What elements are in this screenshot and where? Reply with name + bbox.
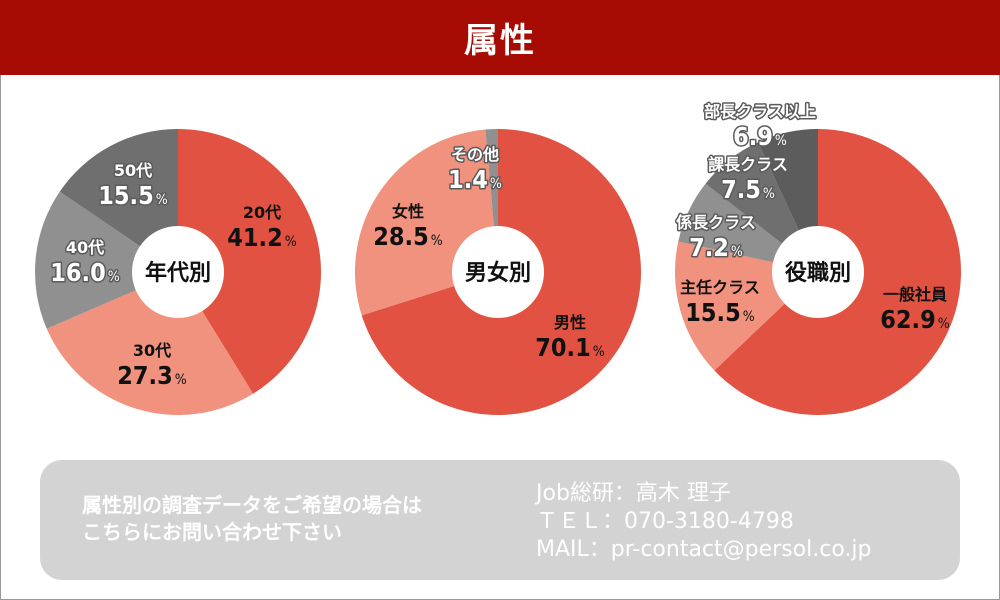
pie-hole-3 (772, 226, 864, 318)
contact-phone[interactable]: ＴＥＬ：070-3180-4798 (536, 509, 794, 534)
slice-name: 課長クラス (708, 155, 788, 174)
slice-value: 15.5% (685, 298, 755, 327)
slice-name: 男性 (554, 313, 586, 332)
slice-name: 女性 (392, 202, 424, 221)
page-title: 属性 (464, 21, 536, 61)
pie-slice-1-4 (59, 129, 178, 272)
pie-slice-1-3 (35, 191, 178, 329)
slice-name: 20代 (243, 203, 281, 222)
slice-name: 部長クラス以上 (704, 102, 816, 121)
slice-name: 主任クラス (680, 278, 760, 297)
contact-details: Job総研：高木 理子 ＴＥＬ：070-3180-4798 MAIL：pr-co… (536, 480, 871, 564)
slice-value: 62.9% (880, 305, 950, 334)
contact-request: 属性別の調査データをご希望の場合は こちらにお問い合わせ下さい (82, 492, 422, 546)
pie-hole-1 (132, 226, 224, 318)
pie-center-label-1: 年代別 (145, 260, 211, 286)
pie-hole-2 (452, 226, 544, 318)
contact-request-line-2: こちらにお問い合わせ下さい (82, 520, 342, 544)
pie-center-label-2: 男女別 (465, 260, 531, 286)
slice-name: 係長クラス (676, 213, 756, 232)
slice-name: その他 (451, 145, 499, 164)
slice-name: 40代 (66, 238, 104, 257)
contact-name: Job総研：高木 理子 (536, 481, 731, 506)
slice-name: 一般社員 (883, 285, 947, 304)
pie-center-label-3: 役職別 (785, 260, 851, 286)
slice-value: 27.3% (117, 361, 187, 390)
slice-value: 15.5% (98, 181, 168, 210)
slice-value: 1.4% (448, 165, 502, 194)
slice-name: 30代 (133, 341, 171, 360)
slice-name: 50代 (114, 161, 152, 180)
slice-value: 41.2% (227, 223, 297, 252)
header-banner: 属性 (0, 0, 1000, 75)
contact-email[interactable]: MAIL：pr-contact@persol.co.jp (536, 537, 872, 562)
contact-request-line-1: 属性別の調査データをご希望の場合は (82, 493, 422, 517)
pie-slice-1-1 (178, 129, 321, 394)
slice-value: 6.9% (733, 122, 787, 151)
slice-value: 28.5% (373, 222, 443, 251)
contact-box: 属性別の調査データをご希望の場合は こちらにお問い合わせ下さい Job総研：高木… (40, 460, 960, 580)
slice-value: 16.0% (50, 258, 120, 287)
slice-value: 7.5% (721, 175, 775, 204)
slice-value: 7.2% (689, 233, 743, 262)
slice-value: 70.1% (535, 333, 605, 362)
pie-slice-1-2 (46, 272, 254, 415)
